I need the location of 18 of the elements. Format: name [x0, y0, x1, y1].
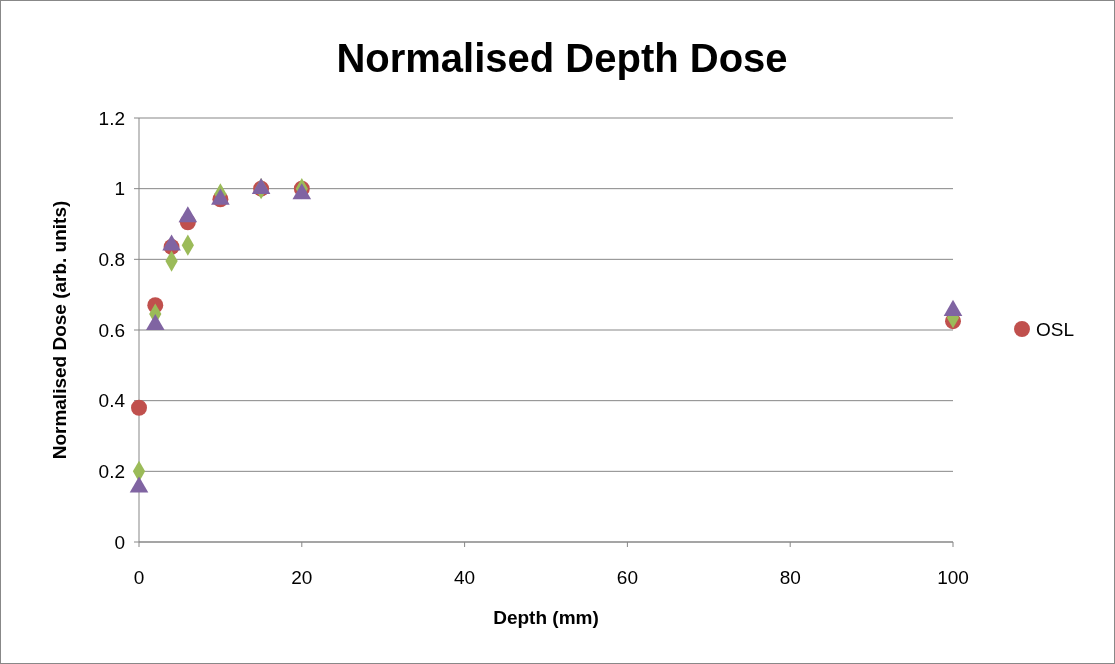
y-tick-label: 1.2 — [98, 107, 125, 129]
x-tick-label: 80 — [779, 567, 801, 588]
chart-title: Normalised Depth Dose — [336, 36, 788, 80]
y-tick-label: 1 — [114, 178, 125, 200]
x-tick-label: 100 — [937, 567, 969, 588]
y-tick-label: 0.8 — [98, 248, 125, 270]
y-tick-label: 0 — [114, 531, 125, 553]
x-axis-title: Depth (mm) — [493, 607, 599, 628]
y-axis-title: Normalised Dose (arb. units) — [49, 200, 70, 460]
x-tick-label: 20 — [291, 567, 313, 588]
x-tick-label: 0 — [133, 567, 145, 588]
y-tick-label: 0.2 — [98, 460, 125, 482]
legend-label: OSL — [1036, 318, 1075, 340]
y-tick-label: 0.6 — [98, 319, 125, 341]
x-tick-label: 60 — [616, 567, 638, 588]
y-tick-label: 0.4 — [98, 390, 126, 412]
x-tick-label: 40 — [454, 567, 476, 588]
point — [131, 399, 147, 416]
